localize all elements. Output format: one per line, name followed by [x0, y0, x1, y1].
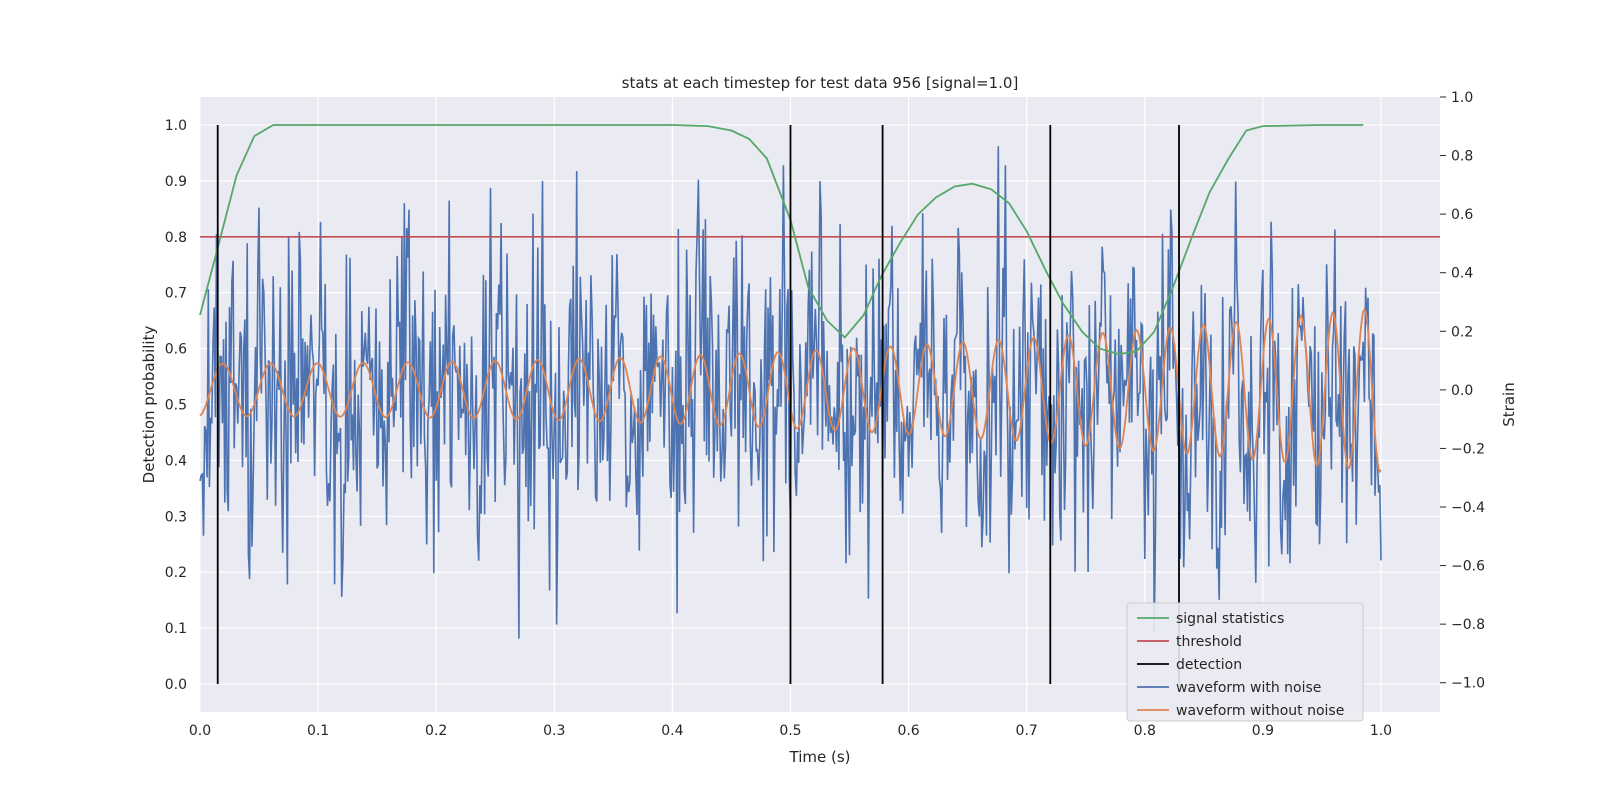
x-tick-label: 0.2	[425, 723, 447, 739]
x-tick-label: 0.0	[189, 723, 211, 739]
x-tick-label: 0.8	[1134, 723, 1156, 739]
y-tick-label: 1.0	[165, 118, 187, 134]
y-right-tick-label: −0.8	[1451, 617, 1485, 633]
x-axis: 0.0 0.1 0.2 0.3 0.4 0.5 0.6 0.7 0.8 0.9 1.0	[189, 723, 1392, 739]
y-right-tick-label: −0.6	[1451, 559, 1485, 575]
legend-label: threshold	[1176, 634, 1242, 650]
y-tick-label: 0.6	[165, 342, 187, 358]
x-tick-label: 0.5	[779, 723, 801, 739]
y-axis-right: −1.0 −0.8 −0.6 −0.4 −0.2 0.0 0.2 0.4 0.6 0.8 1.0	[1440, 90, 1485, 692]
legend: signal statistics threshold detection wavef…	[1126, 602, 1364, 722]
y-right-tick-label: 0.6	[1451, 207, 1473, 223]
x-tick-label: 0.1	[307, 723, 329, 739]
x-tick-label: 0.3	[543, 723, 565, 739]
x-tick-label: 0.7	[1016, 723, 1038, 739]
y-tick-label: 0.5	[165, 398, 187, 414]
series-layer	[199, 124, 1440, 685]
y-tick-label: 0.3	[165, 509, 187, 525]
x-tick-label: 1.0	[1370, 723, 1392, 739]
y-axis-label: Detection probability	[140, 326, 158, 484]
y-tick-label: 0.9	[165, 174, 187, 190]
x-tick-label: 0.6	[897, 723, 919, 739]
y-tick-label: 0.2	[165, 565, 187, 581]
y-right-tick-label: 0.4	[1451, 266, 1473, 282]
x-tick-label: 0.4	[661, 723, 683, 739]
y-tick-label: 0.4	[165, 453, 187, 469]
y-right-tick-label: −1.0	[1451, 676, 1485, 692]
legend-label: signal statistics	[1176, 611, 1284, 627]
y-right-tick-label: 0.8	[1451, 149, 1473, 165]
y-tick-label: 0.0	[165, 677, 187, 693]
y-axis-left: 0.0 0.1 0.2 0.3 0.4 0.5 0.6 0.7 0.8 0.9 1.0	[165, 118, 187, 693]
x-tick-label: 0.9	[1252, 723, 1274, 739]
series-line-signal-statistics	[199, 124, 1364, 356]
legend-label: detection	[1176, 657, 1242, 673]
x-axis-label: Time (s)	[789, 748, 851, 766]
y-tick-label: 0.7	[165, 286, 187, 302]
y-right-tick-label: −0.2	[1451, 441, 1485, 457]
legend-box	[1126, 602, 1364, 722]
legend-label: waveform without noise	[1176, 703, 1344, 719]
y-right-tick-label: −0.4	[1451, 500, 1485, 516]
y-right-tick-label: 0.0	[1451, 383, 1473, 399]
y-tick-label: 0.1	[165, 621, 187, 637]
y-axis-label-right: Strain	[1500, 382, 1518, 426]
y-right-tick-label: 1.0	[1451, 90, 1473, 106]
y-right-tick-label: 0.2	[1451, 324, 1473, 340]
legend-label: waveform with noise	[1176, 680, 1321, 696]
chart-title: stats at each timestep for test data 956…	[622, 74, 1019, 92]
y-tick-label: 0.8	[165, 230, 187, 246]
